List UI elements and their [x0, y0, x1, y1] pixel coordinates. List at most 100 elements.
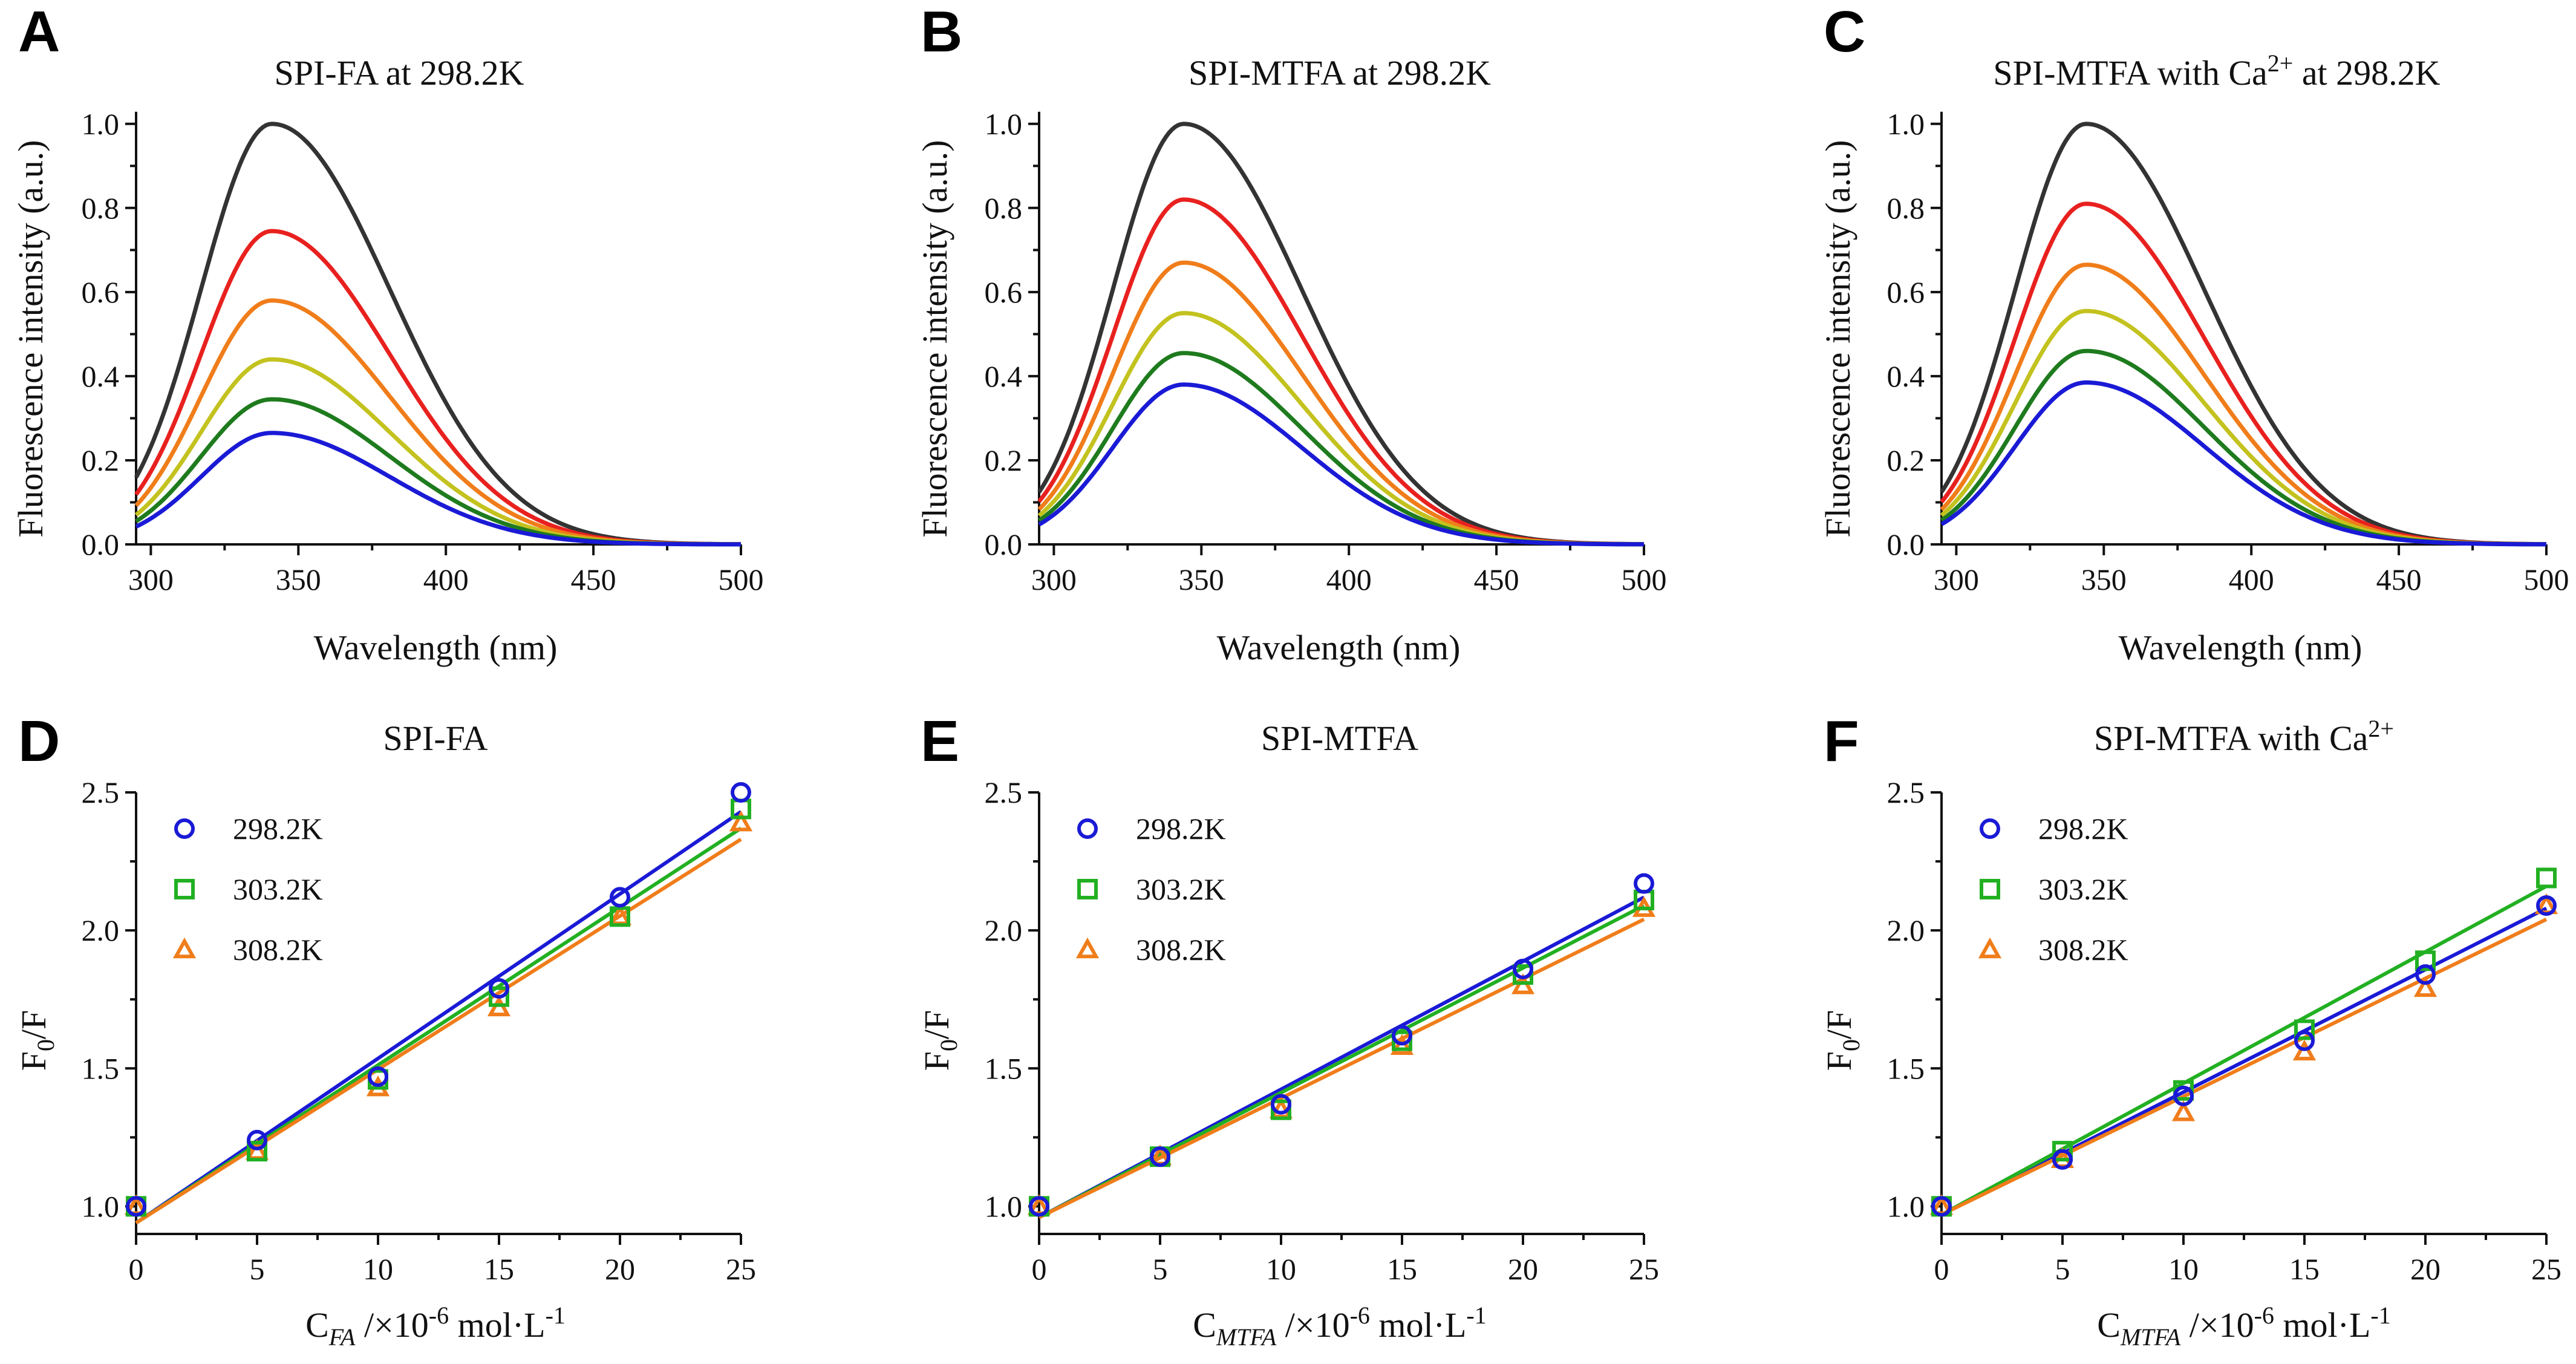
panel-b-title: SPI-MTFA at 298.2K: [1189, 53, 1491, 93]
y-tick-label: 0.2: [985, 443, 1023, 477]
panel-f-plot: 0 5 10 15 20 25 1.0 1.5 2.0 2.5 298.2K 303.2K 308.2K: [1887, 775, 2562, 1286]
data-point-circle: [1931, 1196, 1952, 1217]
y-tick-label: 0.4: [82, 359, 120, 393]
data-point-square: [2052, 1141, 2073, 1162]
y-tick-label: 1.0: [985, 1189, 1023, 1223]
panel-d-ylabel-rest: /F: [14, 1010, 53, 1039]
panel-c-xlabel: Wavelength (nm): [2119, 628, 2362, 667]
x-tick-label: 5: [250, 1252, 265, 1286]
fit-line: [135, 838, 742, 1225]
y-tick-label: 0.8: [985, 191, 1023, 225]
legend-label: 303.2K: [233, 872, 323, 906]
panel-f-ylabel-main: F: [1819, 1051, 1859, 1071]
fit-line: [1940, 918, 2548, 1216]
x-tick-label: 400: [1326, 563, 1372, 596]
data-point-square: [610, 906, 630, 927]
data-point-circle: [2415, 964, 2436, 985]
y-tick-label: 0.0: [985, 527, 1023, 561]
panel-f-xlabel-unit-exp: -1: [2370, 1302, 2390, 1329]
panel-letter-f: F: [1824, 709, 1859, 774]
panel-letter-d: D: [18, 709, 60, 774]
x-tick-label: 300: [128, 563, 174, 596]
y-tick-label: 0.2: [1887, 443, 1925, 477]
data-point-triangle: [1390, 1034, 1414, 1055]
panel-letter-a: A: [18, 0, 60, 64]
x-tick-label: 15: [1387, 1252, 1417, 1286]
panel-e-xlabel-main: C: [1193, 1305, 1216, 1345]
panel-d-title: SPI-FA: [383, 719, 488, 758]
x-tick-label: 25: [2531, 1252, 2561, 1286]
x-tick-label: 350: [1179, 563, 1224, 596]
panel-d-xlabel-main: C: [305, 1305, 329, 1345]
panel-letter-b: B: [921, 0, 962, 64]
data-point-circle: [1150, 1146, 1170, 1167]
legend-marker-triangle: [172, 937, 197, 959]
legend-marker-circle: [174, 818, 195, 839]
panel-d-ylabel: F0/F: [14, 1010, 59, 1071]
panel-e-title: SPI-MTFA: [1261, 719, 1418, 758]
panel-letter-c: C: [1824, 0, 1865, 64]
data-point-square: [2536, 867, 2557, 889]
data-point-circle: [731, 782, 751, 803]
y-tick-label: 1.5: [82, 1051, 120, 1085]
y-tick-label: 0.0: [82, 527, 120, 561]
x-tick-label: 400: [423, 563, 469, 596]
legend-label: 308.2K: [2038, 933, 2128, 967]
y-tick-label: 1.5: [1887, 1051, 1925, 1085]
panel-f-title: SPI-MTFA with Ca2+: [2094, 715, 2394, 758]
data-point-circle: [1513, 959, 1533, 979]
y-tick-label: 0.6: [985, 275, 1023, 309]
legend-marker-circle: [1077, 818, 1098, 839]
x-tick-label: 10: [1266, 1252, 1296, 1286]
panel-a: A SPI-FA at 298.2K 300 350 400 450 500 0.0 0.2…: [11, 0, 764, 667]
panel-f-ylabel: F0/F: [1819, 1010, 1865, 1071]
panel-d-xlabel-exp: -6: [429, 1302, 449, 1329]
x-tick-label: 400: [2229, 563, 2274, 596]
data-point-square: [2294, 1019, 2315, 1040]
panel-e-xlabel-sub: MTFA: [1216, 1323, 1277, 1351]
spectrum-line: [134, 122, 741, 547]
y-tick-label: 0.8: [82, 191, 120, 225]
x-tick-label: 25: [1629, 1252, 1659, 1286]
panel-a-ylabel: Fluorescence intensity (a.u.): [11, 140, 50, 537]
panel-d-xlabel-unit-exp: -1: [546, 1302, 566, 1329]
y-tick-label: 0.2: [82, 443, 120, 477]
panel-b: B SPI-MTFA at 298.2K 300 350 400 450 500 0.0 0…: [915, 0, 1667, 667]
panel-d-plot: 0 5 10 15 20 25 1.0 1.5 2.0 2.5 298.2K 303.2K 308.2K: [82, 775, 757, 1286]
panel-c-plot: 300 350 400 450 500 0.0 0.2 0.4 0.6 0.8 1.0: [1887, 107, 2569, 596]
data-point-circle: [247, 1129, 267, 1150]
panel-c-title-sup: 2+: [2268, 50, 2294, 77]
panel-a-plot: 300 350 400 450 500 0.0 0.2 0.4 0.6 0.8 1.0: [82, 107, 764, 596]
panel-f-xlabel-exp: -6: [2254, 1302, 2274, 1329]
y-tick-label: 0.6: [82, 275, 120, 309]
y-tick-label: 1.0: [82, 1189, 120, 1223]
legend-marker-circle: [1980, 818, 2000, 839]
panel-d-ylabel-sub: 0: [32, 1039, 59, 1051]
x-tick-label: 15: [2289, 1252, 2320, 1286]
y-tick-label: 2.5: [1887, 775, 1925, 809]
panel-c: C SPI-MTFA with Ca2+ at 298.2K 300 350 400…: [1818, 0, 2569, 667]
x-tick-label: 450: [571, 563, 616, 596]
legend-label: 303.2K: [2038, 872, 2128, 906]
panel-c-title-suffix: at 298.2K: [2293, 53, 2440, 93]
panel-a-xlabel: Wavelength (nm): [314, 628, 558, 667]
data-point-circle: [2052, 1149, 2073, 1170]
spectrum-line: [135, 397, 741, 547]
data-point-circle: [1271, 1094, 1291, 1115]
panel-f-title-main: SPI-MTFA with Ca: [2094, 719, 2368, 758]
panel-e-xlabel-unit-exp: -1: [1466, 1302, 1486, 1329]
x-tick-label: 15: [484, 1252, 514, 1286]
panel-d: D SPI-FA 0 5 10 15 20 25 1.0 1.5 2.0 2.5 298.2K 303…: [14, 709, 756, 1351]
x-tick-label: 0: [1032, 1252, 1047, 1286]
panel-b-xlabel: Wavelength (nm): [1217, 628, 1461, 667]
data-point-circle: [2294, 1030, 2315, 1051]
panel-e-ylabel: F0/F: [917, 1010, 962, 1071]
panel-c-ylabel: Fluorescence intensity (a.u.): [1818, 140, 1857, 537]
data-point-triangle: [2171, 1100, 2196, 1121]
x-tick-label: 20: [1508, 1252, 1538, 1286]
panel-c-title: SPI-MTFA with Ca2+ at 298.2K: [1993, 50, 2440, 93]
y-tick-label: 0.0: [1887, 527, 1925, 561]
legend-label: 303.2K: [1136, 872, 1226, 906]
x-tick-label: 20: [605, 1252, 635, 1286]
